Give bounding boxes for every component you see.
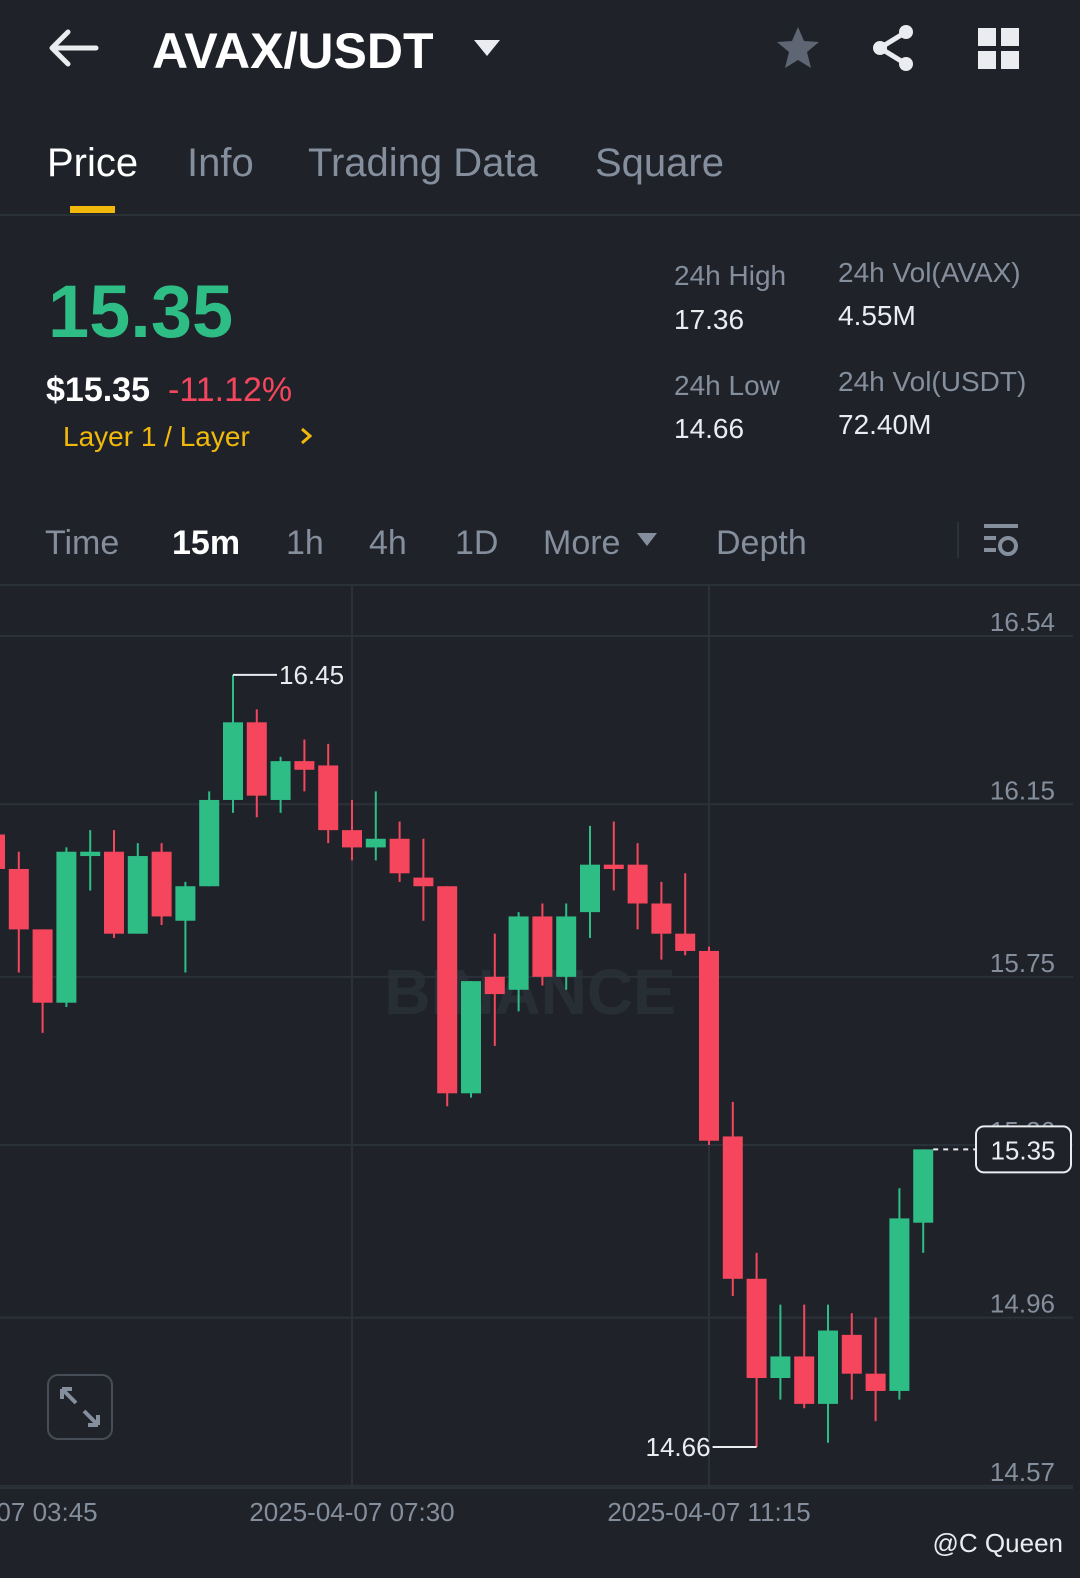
candle-body: [389, 838, 410, 874]
candle-body: [770, 1356, 791, 1378]
interval[interactable]: 1D: [455, 524, 499, 562]
candle-body: [580, 864, 600, 913]
candle-body: [794, 1356, 815, 1404]
candle-body: [413, 877, 434, 887]
high-marker-label: 16.45: [279, 660, 344, 690]
favorite-icon[interactable]: [774, 24, 822, 72]
candle-body: [270, 761, 291, 800]
stat-label: 24h High: [674, 260, 787, 291]
stat-value: 72.40M: [838, 409, 932, 440]
candle-body: [818, 1330, 838, 1404]
divider: [0, 584, 1080, 586]
back-button[interactable]: [48, 28, 100, 68]
interval[interactable]: More: [543, 524, 621, 562]
stat-value: 4.55M: [838, 300, 916, 331]
last-price: 15.35: [48, 270, 234, 353]
candle-body: [699, 950, 719, 1141]
candle-body: [365, 838, 386, 848]
pair-dropdown[interactable]: [472, 38, 502, 58]
credit: @C Queen: [933, 1528, 1063, 1558]
candle-body: [437, 886, 458, 1094]
tab-active[interactable]: Price: [47, 141, 139, 185]
candle-body: [175, 886, 196, 921]
candle-body: [746, 1278, 767, 1378]
more-dropdown[interactable]: [636, 532, 658, 548]
candle-body: [675, 933, 696, 951]
tag-chevron[interactable]: [298, 426, 314, 446]
interval[interactable]: 1h: [286, 524, 324, 562]
y-tick-label: 15.75: [990, 948, 1055, 978]
category-tag[interactable]: Layer 1 / Layer: [63, 421, 250, 452]
chart-settings-icon[interactable]: [982, 522, 1022, 560]
stat-label: 24h Vol(USDT): [838, 366, 1027, 397]
candle-body: [841, 1334, 862, 1374]
x-tick-label: 2025-04-07 07:30: [249, 1497, 454, 1527]
separator: [957, 522, 959, 558]
candle-body: [151, 851, 172, 917]
pair-title[interactable]: AVAX/USDT: [152, 23, 434, 79]
candle-body: [532, 916, 553, 977]
candle-body: [484, 976, 505, 995]
share-icon[interactable]: [870, 24, 918, 72]
tab[interactable]: Trading Data: [308, 141, 538, 185]
expand-button[interactable]: [47, 1374, 113, 1440]
candle-body: [127, 856, 148, 934]
candle-body: [913, 1149, 934, 1223]
y-tick-label: 14.57: [990, 1457, 1055, 1487]
watermark: BINANCE: [384, 956, 676, 1028]
y-tick-label: 16.15: [990, 775, 1055, 805]
stat-label: 24h Vol(AVAX): [838, 257, 1021, 288]
tab-indicator: [70, 206, 115, 213]
candle-body: [0, 834, 5, 869]
candle-body: [556, 916, 577, 977]
y-tick-label: 16.54: [990, 607, 1055, 637]
interval[interactable]: 4h: [369, 524, 407, 562]
candle-body: [80, 851, 101, 857]
candle-body: [104, 851, 124, 934]
candle-body: [508, 916, 529, 990]
price-change: -11.12%: [168, 371, 293, 409]
candle-body: [722, 1136, 743, 1279]
tab[interactable]: Info: [187, 141, 254, 185]
last-price-box: [975, 1125, 1072, 1174]
candle-body: [318, 765, 339, 831]
candle-body: [651, 903, 672, 934]
stat-value: 14.66: [674, 413, 745, 444]
tab[interactable]: Square: [595, 141, 724, 185]
candlestick-chart: BINANCE 16.5416.1515.7515.3614.9614.5720…: [0, 586, 1073, 1558]
candle-body: [461, 981, 481, 1094]
candle-body: [223, 722, 243, 800]
x-tick-label: 2025-04-07 03:45: [0, 1497, 98, 1527]
interval[interactable]: Depth: [716, 524, 807, 562]
low-marker-label: 14.66: [646, 1432, 711, 1462]
candle-body: [865, 1373, 886, 1391]
candle-body: [342, 830, 362, 848]
y-tick-label: 14.96: [990, 1289, 1055, 1319]
interval[interactable]: Time: [45, 524, 120, 562]
stat-label: 24h Low: [674, 370, 780, 401]
grid-icon[interactable]: [978, 28, 1020, 70]
stat-value: 17.36: [674, 304, 745, 335]
last-price-label: 15.35: [990, 1135, 1055, 1165]
interval-active[interactable]: 15m: [172, 524, 241, 562]
usd-price: $15.35: [46, 371, 150, 409]
candle-body: [889, 1218, 910, 1391]
candle-body: [603, 864, 624, 869]
candle-body: [32, 929, 53, 1003]
candle-body: [199, 799, 220, 887]
x-tick-label: 2025-04-07 11:15: [607, 1497, 810, 1527]
candle-body: [8, 868, 29, 930]
candle-body: [246, 722, 267, 796]
candle-body: [627, 864, 648, 904]
candle-body: [56, 851, 77, 1003]
candle-body: [294, 761, 315, 770]
divider: [0, 214, 1080, 216]
